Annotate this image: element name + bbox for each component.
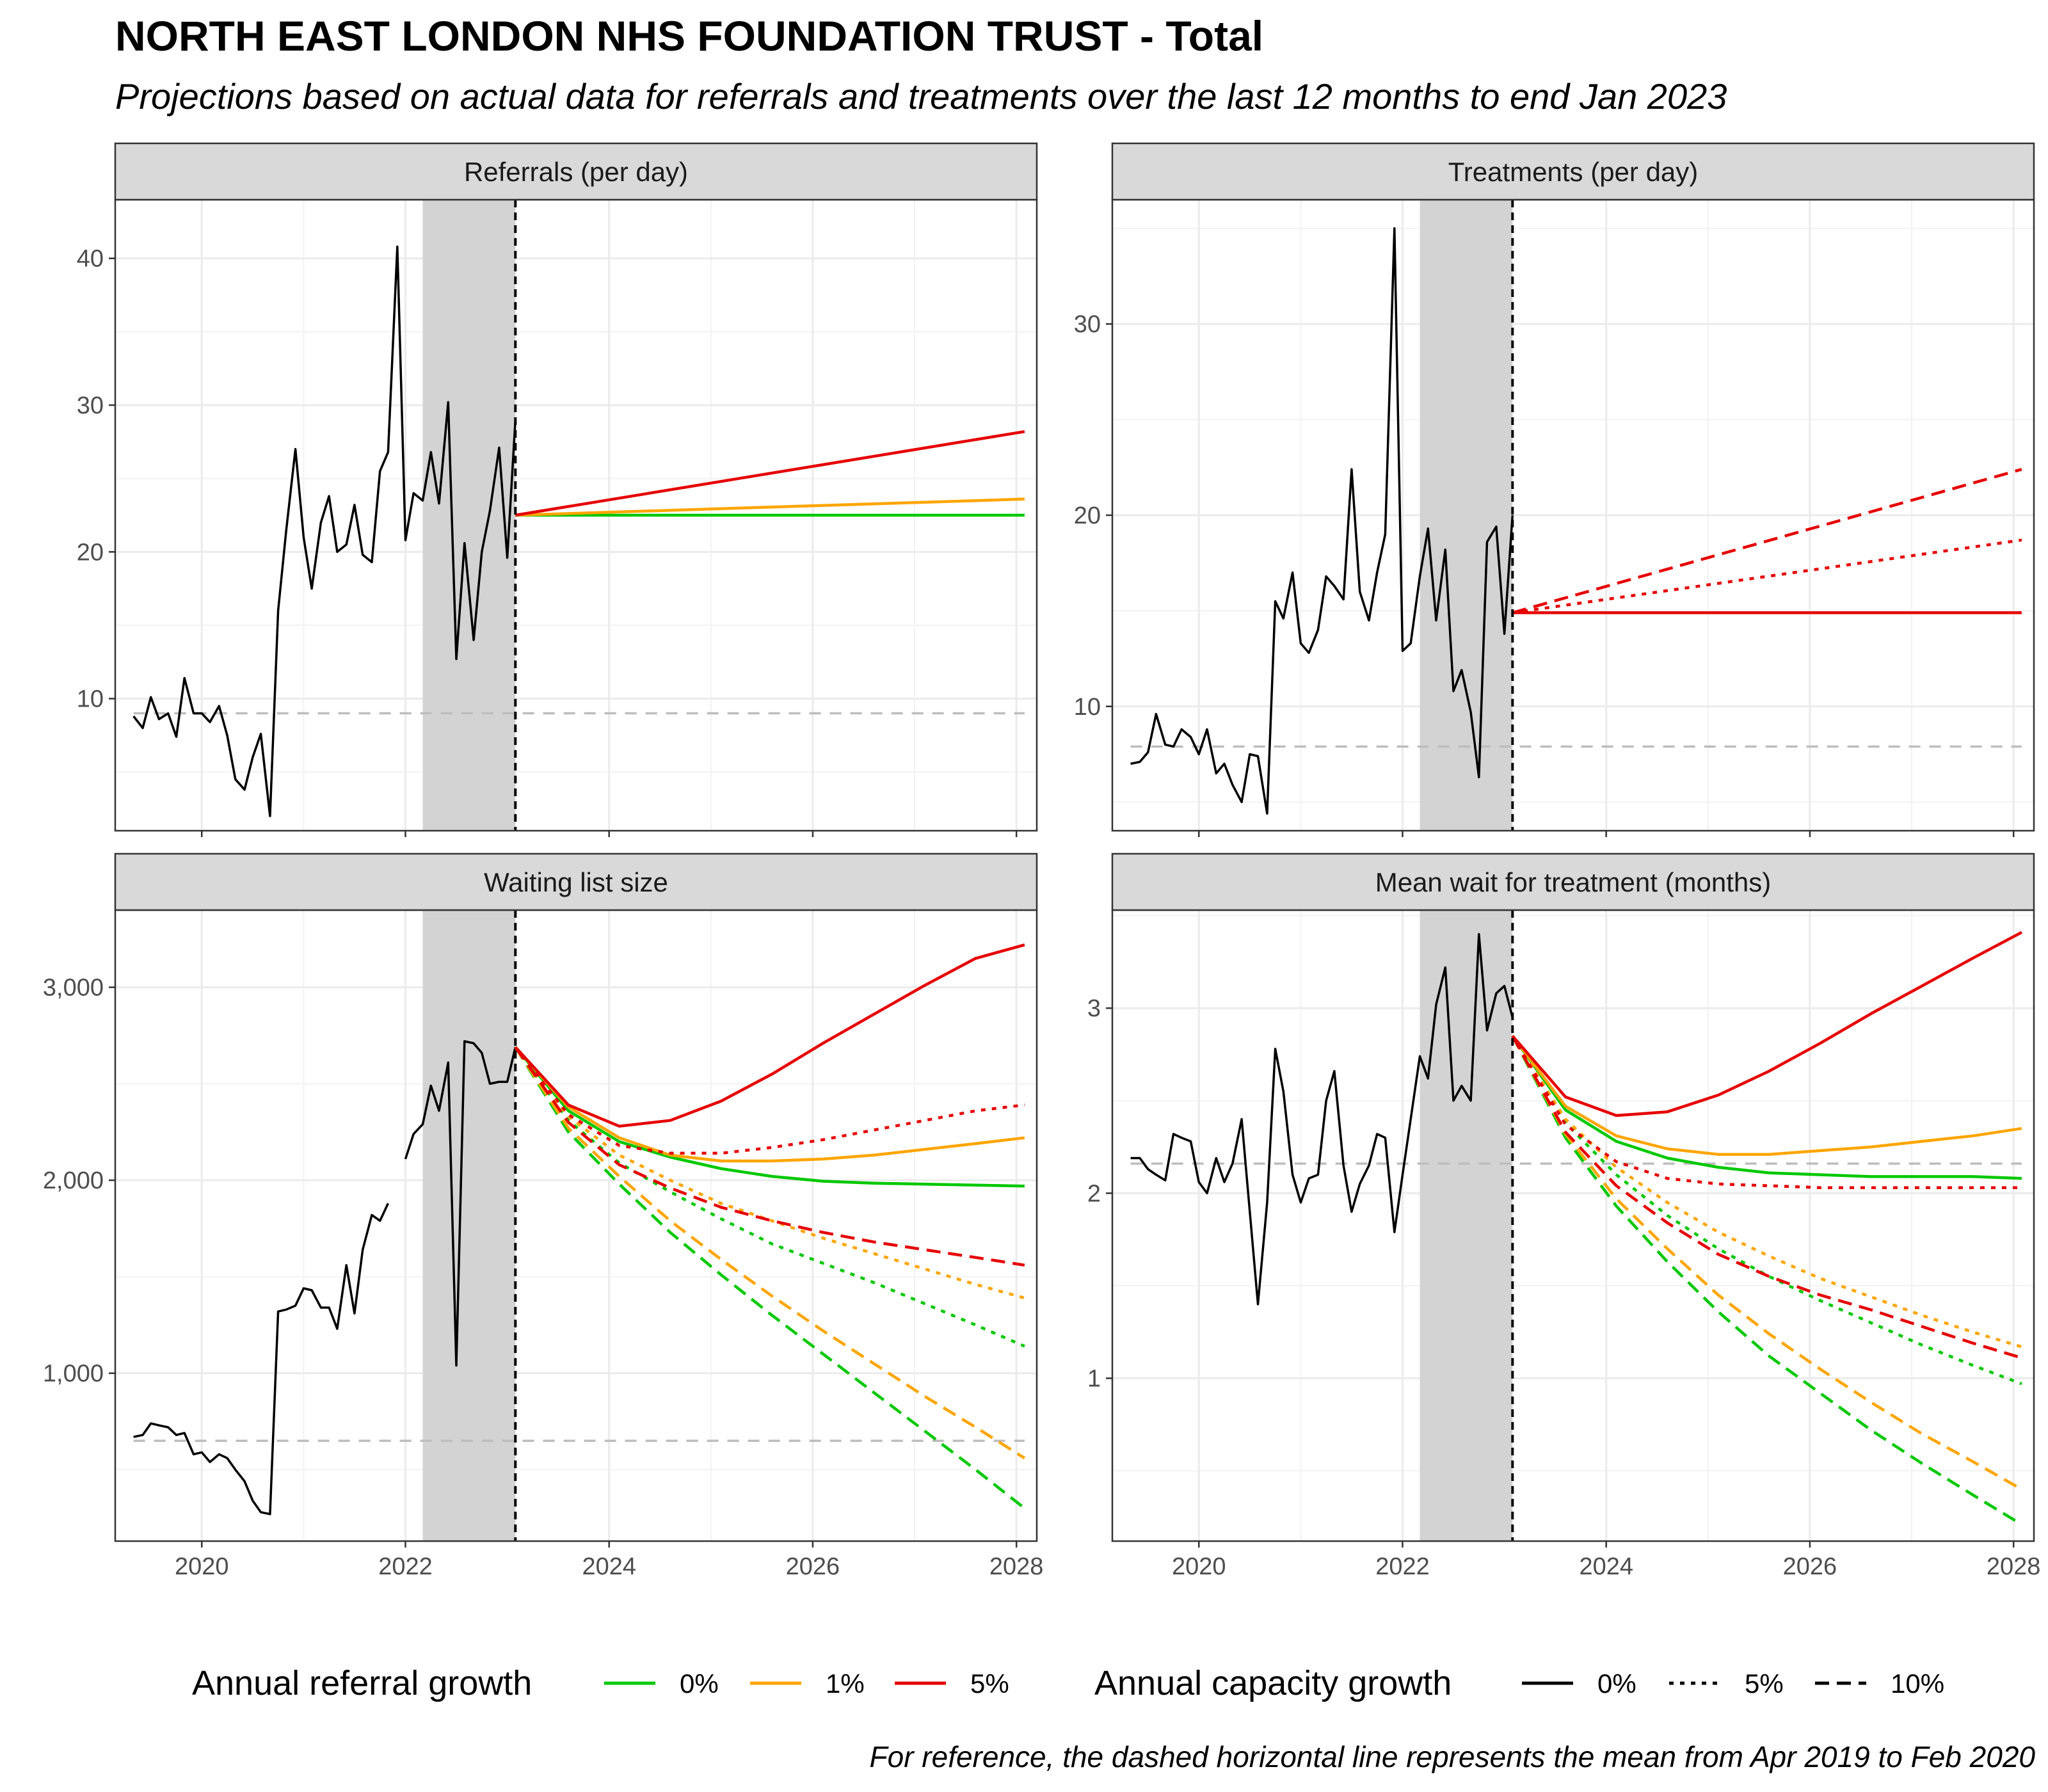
legend-capacity-title: Annual capacity growth <box>1094 1664 1452 1702</box>
x-tick-label: 2020 <box>175 1553 229 1580</box>
legend: Annual referral growth 0% 1% 5% Annual capac… <box>192 1664 1944 1702</box>
y-tick-label: 20 <box>1074 502 1101 529</box>
x-tick-label: 2024 <box>582 1553 636 1580</box>
legend-key-label: 1% <box>826 1668 865 1699</box>
shaded-period <box>422 200 516 831</box>
strip-title: Treatments (per day) <box>1448 157 1699 187</box>
shaded-period <box>1420 200 1513 831</box>
projection-line <box>515 497 1025 517</box>
projection-line <box>514 1046 1025 1348</box>
legend-key-label: 0% <box>1597 1668 1636 1699</box>
projection-line <box>515 430 1025 517</box>
x-tick-label: 2028 <box>989 1553 1044 1580</box>
projection-line <box>1511 1035 2022 1156</box>
projection-line <box>1511 1035 2022 1386</box>
projection-line <box>1511 1035 2023 1491</box>
chart-subtitle: Projections based on actual data for ref… <box>115 76 1727 116</box>
y-tick-label: 1 <box>1087 1366 1101 1393</box>
strip-title: Mean wait for treatment (months) <box>1375 867 1772 897</box>
actual-series-line <box>1130 227 1514 815</box>
chart-title: NORTH EAST LONDON NHS FOUNDATION TRUST -… <box>115 12 1264 60</box>
projection-line <box>514 1046 1025 1300</box>
projection-line <box>1511 1035 2023 1526</box>
strip-background <box>114 852 1038 911</box>
y-tick-label: 30 <box>1074 311 1101 338</box>
panel-2: Treatments (per day) 10 20 30 <box>1074 142 2035 837</box>
y-tick-label: 2,000 <box>43 1167 104 1194</box>
projection-line <box>1511 1035 2022 1359</box>
y-tick-label: 30 <box>77 392 104 419</box>
panel-3: Waiting list size 1,000 2,000 3,000 2020 2022… <box>43 852 1044 1580</box>
projection-line <box>514 1046 1026 1510</box>
panel-4: Mean wait for treatment (months) 1 2 3 2020 2… <box>1087 852 2041 1580</box>
y-tick-label: 3,000 <box>43 975 104 1002</box>
actual-series-line <box>1130 932 1514 1306</box>
projection-line <box>514 1046 1025 1188</box>
projection-line <box>514 943 1025 1128</box>
legend-key-label: 10% <box>1891 1668 1944 1699</box>
strip-background <box>1111 142 2035 201</box>
projection-line <box>1512 538 2022 614</box>
x-tick-label: 2020 <box>1172 1553 1226 1580</box>
projection-line <box>514 1046 1025 1163</box>
x-tick-label: 2026 <box>786 1553 840 1580</box>
strip-title: Waiting list size <box>484 867 668 897</box>
projection-line <box>514 1046 1025 1155</box>
x-tick-label: 2026 <box>1783 1553 1837 1580</box>
strip-title: Referrals (per day) <box>464 157 688 187</box>
y-tick-label: 10 <box>1074 694 1101 721</box>
plot-background <box>115 910 1037 1541</box>
y-tick-label: 40 <box>77 246 104 273</box>
legend-key-label: 0% <box>680 1668 719 1699</box>
projection-line <box>1511 1035 2022 1189</box>
y-tick-label: 10 <box>77 686 104 713</box>
y-tick-label: 3 <box>1087 995 1101 1022</box>
projection-line <box>514 1046 1026 1460</box>
projection-line <box>1511 1035 2022 1348</box>
projection-line <box>514 1046 1025 1267</box>
x-tick-label: 2028 <box>1987 1553 2041 1580</box>
strip-background <box>1111 852 2035 911</box>
x-tick-label: 2022 <box>1375 1553 1430 1580</box>
chart-caption: For reference, the dashed horizontal lin… <box>869 1740 2035 1773</box>
legend-key-label: 5% <box>1745 1668 1784 1699</box>
shaded-period <box>1420 910 1513 1541</box>
y-tick-label: 2 <box>1087 1180 1101 1207</box>
shaded-period <box>422 910 516 1541</box>
actual-series-line <box>404 1040 517 1367</box>
actual-series-line <box>133 1203 389 1516</box>
projection-line <box>1512 468 2022 614</box>
x-tick-label: 2022 <box>378 1553 433 1580</box>
legend-key-label: 5% <box>970 1668 1009 1699</box>
x-tick-label: 2024 <box>1579 1553 1633 1580</box>
y-tick-label: 20 <box>77 539 104 566</box>
y-tick-label: 1,000 <box>43 1361 104 1388</box>
legend-referral-title: Annual referral growth <box>192 1664 532 1702</box>
panel-1: Referrals (per day) 10 20 30 40 <box>77 142 1038 837</box>
strip-background <box>114 142 1038 201</box>
projection-line <box>1511 931 2022 1117</box>
actual-series-line <box>132 245 517 817</box>
projection-line <box>1511 1035 2022 1180</box>
